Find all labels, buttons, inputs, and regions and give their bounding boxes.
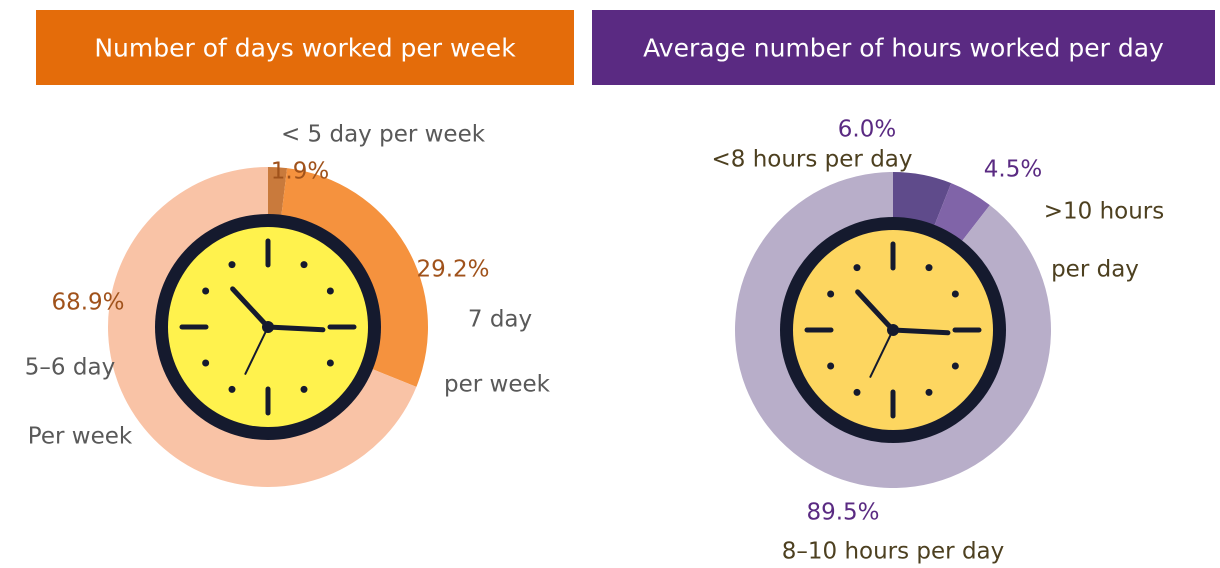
value-label: 29.2% [416,257,489,283]
donut-segment [280,168,428,387]
clock-dot [228,385,236,393]
clock-dot [326,359,334,367]
clock-dot [925,264,933,272]
value-label: 6.0% [838,117,896,143]
clock-dot [853,388,861,396]
donut-segment [268,167,288,220]
clock-dot [202,287,210,295]
clock-dot [300,385,308,393]
category-label: per day [1051,257,1139,283]
clock-dot [925,388,933,396]
clock-dot [951,362,959,370]
clock-minute-hand [265,324,326,333]
category-label: 7 day [468,307,532,333]
title-box [592,10,1215,85]
value-label: 89.5% [806,500,879,526]
clock-dot [300,261,308,269]
clock-dot [853,264,861,272]
clock-center [887,324,899,336]
clock-dot [827,290,835,298]
category-label: <8 hours per day [711,147,912,173]
value-label: 4.5% [984,157,1042,183]
clock-center [262,321,274,333]
clock-dot [228,261,236,269]
clock-hour-hand [230,286,271,330]
clock-dot [202,359,210,367]
donut-segment [108,167,417,487]
chart-title: Average number of hours worked per day [643,34,1164,63]
clock-dot [951,290,959,298]
clock-dot [827,362,835,370]
clock-second-hand [869,329,894,378]
category-label: < 5 day per week [281,122,486,148]
category-label: Per week [28,424,133,450]
category-label: per week [444,372,551,398]
value-label: 68.9% [51,290,124,316]
value-label: 1.9% [271,159,329,185]
category-label: 5–6 day [25,355,115,381]
title-box [36,10,574,85]
category-label: 8–10 hours per day [782,539,1005,565]
category-label: >10 hours [1044,199,1165,225]
clock-second-hand [244,326,269,375]
clock-dot [326,287,334,295]
chart-title: Number of days worked per week [94,34,516,63]
clock-hour-hand [855,289,896,333]
clock-minute-hand [890,327,951,336]
donut-segment [893,172,952,232]
